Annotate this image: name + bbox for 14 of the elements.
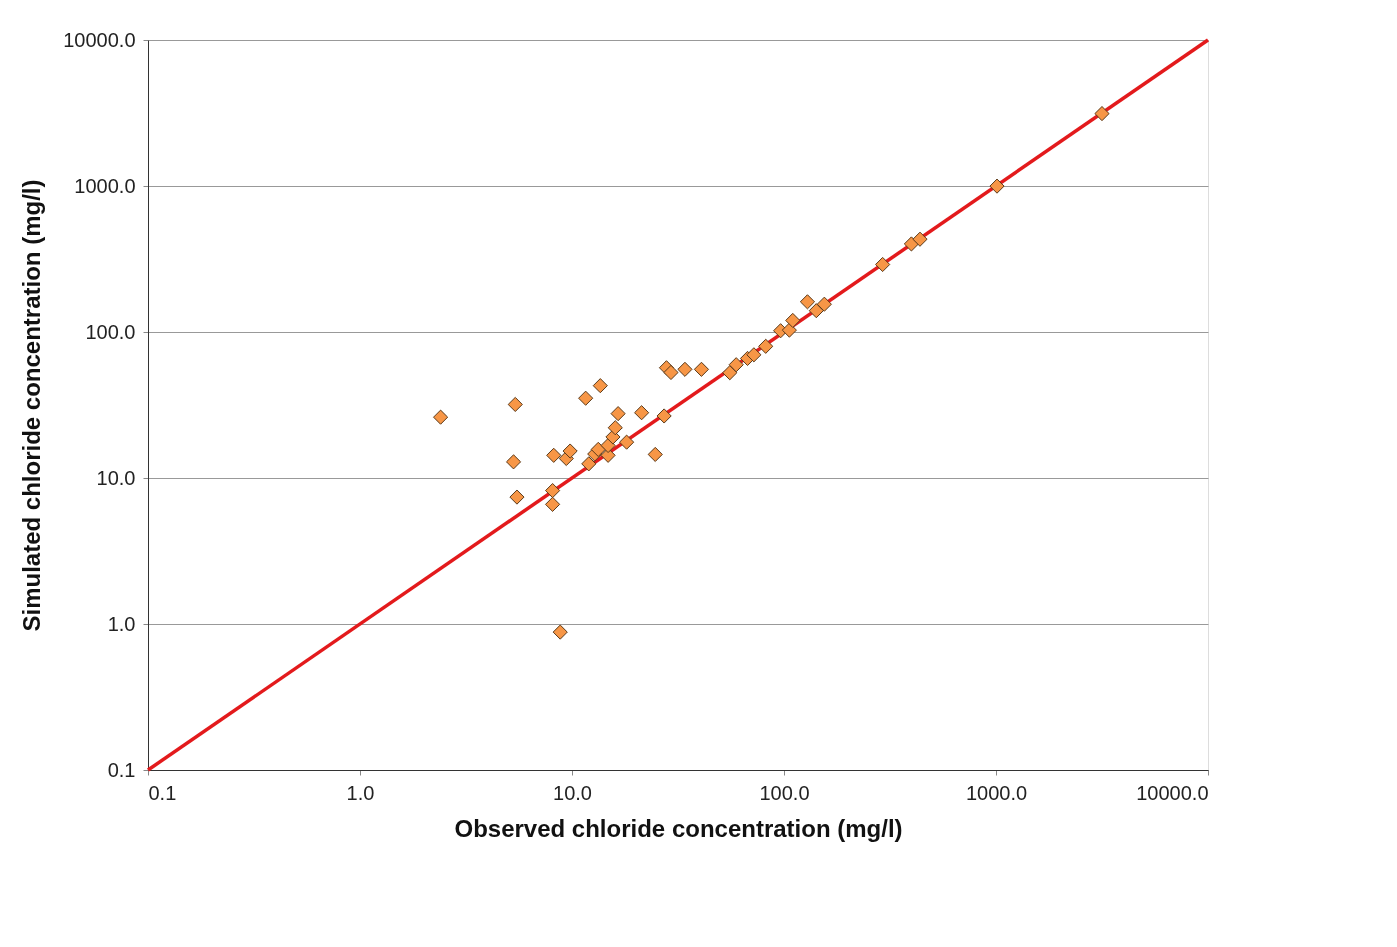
x-tick-label: 0.1 (148, 781, 177, 804)
y-tick-label: 1.0 (107, 612, 136, 635)
x-tick-label: 10.0 (553, 781, 592, 804)
y-tick-label: 10.0 (96, 466, 136, 489)
y-axis-title: Simulated chloride concentration (mg/l) (18, 179, 46, 632)
y-tick-label: 10000.0 (63, 28, 136, 51)
x-tick-label: 100.0 (759, 781, 810, 804)
y-tick-label: 0.1 (107, 758, 136, 781)
x-tick-label: 1.0 (346, 781, 375, 804)
x-tick-label: 10000.0 (1136, 781, 1209, 804)
x-tick-label: 1000.0 (965, 781, 1028, 804)
x-axis-title: Observed chloride concentration (mg/l) (454, 814, 903, 842)
y-tick-label: 1000.0 (74, 174, 136, 197)
y-tick-label: 100.0 (85, 320, 136, 343)
